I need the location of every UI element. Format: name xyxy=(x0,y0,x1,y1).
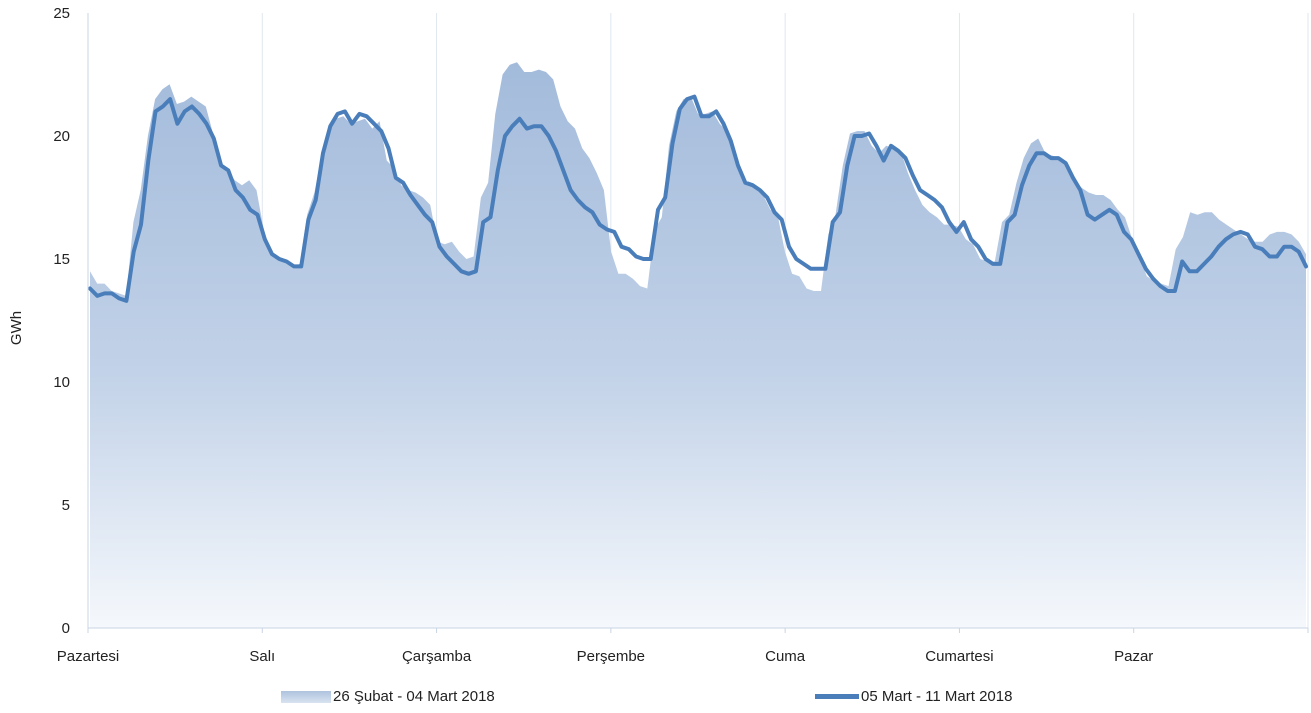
legend-label-previous-week: 26 Şubat - 04 Mart 2018 xyxy=(333,688,495,705)
y-tick-label: 20 xyxy=(53,128,70,145)
x-tick-label: Pazartesi xyxy=(57,648,120,665)
x-tick-labels: Pazartesi Salı Çarşamba Perşembe Cuma Cumarte… xyxy=(57,648,1154,665)
x-tick-label: Salı xyxy=(249,648,275,665)
legend-area-swatch xyxy=(281,690,331,703)
x-tick-label: Pazar xyxy=(1114,648,1153,665)
y-tick-label: 10 xyxy=(53,374,70,391)
y-tick-label: 25 xyxy=(53,5,70,22)
line-series-layer xyxy=(88,94,1308,303)
y-axis-label: GWh xyxy=(8,311,25,345)
legend-item-previous-week: 26 Şubat - 04 Mart 2018 xyxy=(281,688,495,705)
x-tick-label: Cumartesi xyxy=(925,648,993,665)
axes xyxy=(87,13,1309,633)
area-series-previous-week xyxy=(90,62,1306,628)
x-tick-label: Perşembe xyxy=(577,648,645,665)
x-tick-label: Cuma xyxy=(765,648,806,665)
legend-line-swatch xyxy=(815,694,859,699)
legend-item-current-week: 05 Mart - 11 Mart 2018 xyxy=(815,688,1012,705)
x-tick-label: Çarşamba xyxy=(402,648,472,665)
y-tick-label: 15 xyxy=(53,251,70,268)
y-tick-label: 5 xyxy=(62,497,70,514)
area-series-layer xyxy=(90,62,1306,628)
legend-label-current-week: 05 Mart - 11 Mart 2018 xyxy=(861,688,1013,705)
y-tick-labels: 0 5 10 15 20 25 xyxy=(53,5,70,637)
y-tick-label: 0 xyxy=(62,620,70,637)
line-series-current-week xyxy=(88,94,1308,303)
